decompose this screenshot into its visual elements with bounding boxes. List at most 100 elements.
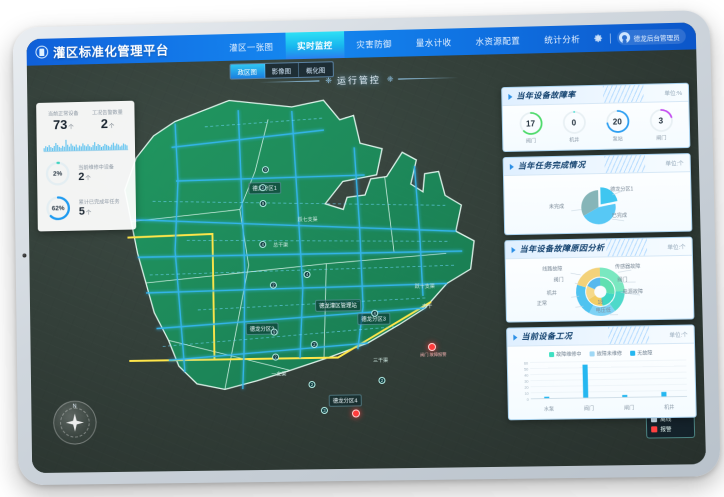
legend-swatch-2 [630, 350, 636, 356]
card-task-completion-title: 当年任务完成情况 [517, 160, 586, 171]
gauge-0-value: 17 [525, 118, 536, 129]
svg-text:0: 0 [527, 398, 529, 402]
left-stats-panel: 当前正常设备 73个 工况告警数量 2个 [36, 100, 137, 232]
repair-label: 当前维修中设备 [78, 164, 115, 171]
left-stats-row: 当前正常设备 73个 工况告警数量 2个 [43, 109, 128, 134]
bar-legend-label-1: 故障未维修 [596, 350, 623, 358]
title-line-left [259, 80, 320, 83]
map-canal-label-4: 一支渠 [271, 371, 287, 378]
bar-x-label-2: 闸门 [623, 405, 635, 412]
legend-item-label-7: 报警 [660, 426, 672, 433]
tasks-label: 累计已完成年任务 [78, 198, 120, 206]
map-area[interactable]: 政区图 影像图 概化图 ❈ 运行管控 ❈ 德龙分区1 德龙分区2 [26, 49, 707, 474]
nav-item-2[interactable]: 灾害防御 [356, 38, 392, 50]
map-alarm-marker-1[interactable] [351, 409, 361, 418]
user-name: 德龙后台管理员 [633, 34, 680, 43]
header-streak-decoration [606, 238, 648, 257]
gauge-2[interactable]: 20 泵站 [595, 108, 639, 143]
gauge-3[interactable]: 3 闸门 [639, 107, 683, 142]
bar-x-label-3: 机井 [664, 404, 675, 411]
bar-legend-label-2: 无故障 [637, 350, 653, 357]
triangle-icon [513, 333, 518, 341]
stat-alarm-count-number: 2 [100, 116, 109, 132]
card-device-status-title: 当前设备工况 [521, 331, 573, 342]
user-chip[interactable]: 德龙后台管理员 [616, 28, 686, 46]
map-node-0[interactable]: 9 [259, 200, 267, 208]
map-node-5[interactable]: 2 [308, 380, 316, 389]
nav-item-4[interactable]: 水资源配置 [475, 35, 521, 47]
pie-label-2: 未完成 [548, 203, 565, 211]
gauge-3-label: 闸门 [656, 135, 667, 142]
tablet-frame: 灌区标准化管理平台 灌区一张图 实时监控 灾害防御 量水计收 水资源配置 统计分… [12, 9, 721, 486]
donut-inner-label-3: 正常 [536, 300, 548, 307]
map-node-12[interactable]: 3 [320, 406, 328, 415]
svg-text:20: 20 [524, 385, 528, 389]
card-device-status-body: 故障维修中 故障未维修 无故障 60 50 40 30 20 10 0 水泵 阀门 闸门 机… [507, 344, 695, 420]
legend-swatch-0 [548, 352, 555, 358]
sparkline-chart [43, 137, 128, 153]
bar-legend-0[interactable]: 故障维修中 [548, 351, 582, 359]
svg-text:60: 60 [524, 361, 528, 365]
compass-needle-icon [65, 413, 85, 432]
tasks-ring-percent: 62% [51, 204, 65, 213]
stat-alarm-count-unit: 个 [108, 123, 115, 130]
triangle-icon [509, 163, 514, 170]
nav-item-0[interactable]: 灌区一张图 [229, 41, 274, 53]
gear-icon[interactable] [592, 33, 603, 44]
svg-text:40: 40 [524, 373, 528, 377]
tasks-number: 5 [78, 205, 85, 218]
irrigation-logo-icon [35, 45, 49, 59]
gauge-0[interactable]: 17 阀门 [509, 110, 553, 145]
map-node-3[interactable]: 2 [310, 340, 318, 348]
donut-inner-label-4: 18 [597, 299, 604, 306]
bar-legend-2[interactable]: 无故障 [630, 349, 653, 357]
nav-item-1[interactable]: 实时监控 [285, 31, 345, 60]
header-streak-decoration [608, 326, 650, 345]
card-fault-rate-title: 当年设备故障率 [516, 90, 576, 101]
alarm-status-icon [651, 425, 658, 432]
donut-outer-label-3: 电压低 [595, 307, 611, 315]
repair-unit: 个 [85, 175, 91, 182]
gauge-3-value: 3 [658, 115, 664, 126]
title-line-right [398, 77, 459, 80]
bar-x-axis: 水泵 阀门 闸门 机井 [515, 404, 690, 414]
ring-stat-tasks: 62% 累计已完成年任务 5个 [44, 193, 129, 222]
repair-ring-text: 当前维修中设备 2个 [78, 163, 114, 183]
map-node-4[interactable]: 4 [371, 309, 379, 317]
tasks-ring-gauge: 62% [44, 194, 72, 222]
gauge-1-value: 0 [571, 117, 577, 128]
user-avatar-icon [618, 32, 630, 44]
nav-item-5[interactable]: 统计分析 [544, 33, 581, 45]
triangle-icon [508, 93, 513, 100]
card-fault-cause-body: 线路故障 阀门 机井 正常 18 传感器故障 阀门 电源故障 电压低 [506, 256, 694, 322]
compass-icon[interactable]: N [52, 400, 97, 445]
task-pie-chart [510, 187, 687, 225]
fault-donut-chart [512, 267, 690, 317]
nav-item-3[interactable]: 量水计收 [415, 36, 452, 48]
map-canal-label-3: 三干渠 [373, 357, 389, 365]
bar-legend-1[interactable]: 故障未维修 [589, 350, 622, 358]
gauge-2-label: 泵站 [612, 136, 623, 143]
ornament-right-icon: ❈ [386, 74, 393, 84]
bar-legend-label-0: 故障维修中 [556, 351, 582, 359]
map-node-7[interactable]: 2 [272, 353, 280, 361]
camera-dot [22, 253, 27, 258]
gauge-1[interactable]: 0 机井 [552, 109, 596, 144]
pie-label-1: 已完成 [611, 212, 628, 220]
donut-outer-label-1: 阀门 [617, 277, 628, 284]
ornament-left-icon: ❈ [325, 76, 332, 86]
donut-inner-label-1: 阀门 [553, 277, 564, 284]
card-device-status: 当前设备工况 单位:个 故障维修中 故障未维修 无故障 60 50 4 [506, 324, 697, 421]
card-fault-cause: 当年设备故障原因分析 单位:个 线路故障 阀门 机井 正常 18 [504, 236, 695, 323]
bar-chart-legend: 故障维修中 故障未维修 无故障 [514, 349, 689, 359]
device-status-bar-chart: 60 50 40 30 20 10 0 [524, 358, 691, 402]
repair-ring-percent: 2% [53, 170, 63, 178]
map-node-9[interactable]: 2 [378, 376, 386, 385]
header-streak-decoration [602, 84, 644, 103]
tasks-unit: 个 [85, 210, 92, 217]
legend-item-7[interactable]: 报警 [651, 424, 690, 433]
map-canal-label-2: 忠干 [422, 303, 433, 310]
repair-number: 2 [78, 170, 85, 183]
card-device-status-unit: 单位:个 [669, 332, 688, 339]
donut-inner-label-0: 线路故障 [542, 266, 563, 273]
